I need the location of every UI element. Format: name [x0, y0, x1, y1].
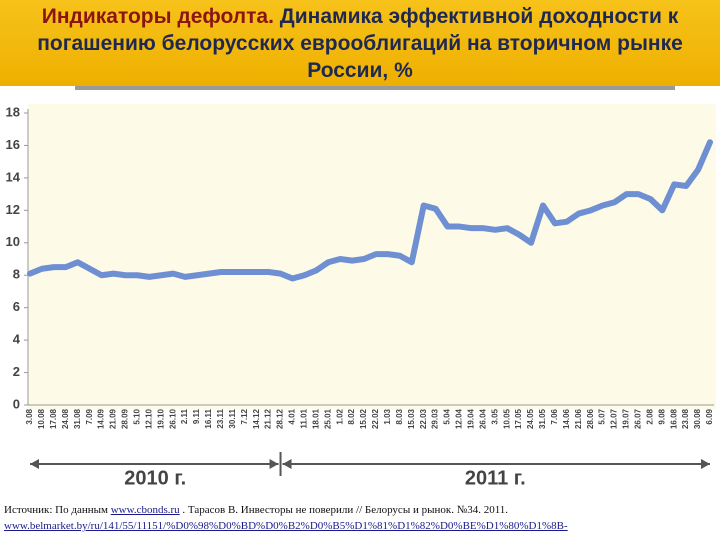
x-tick-label: 5.07 [598, 408, 607, 424]
x-tick-label: 12.07 [610, 408, 619, 429]
x-tick-label: 8.02 [347, 408, 356, 424]
y-tick-label: 8 [13, 267, 20, 282]
x-tick-label: 24.08 [61, 408, 70, 429]
x-tick-label: 11.01 [299, 408, 308, 428]
arrow-head [282, 459, 292, 469]
x-tick-label: 1.02 [335, 408, 344, 424]
x-tick-label: 19.04 [467, 408, 476, 429]
x-tick-label: 22.02 [371, 408, 380, 429]
x-tick-label: 28.12 [276, 408, 285, 429]
x-tick-label: 18.01 [311, 408, 320, 429]
arrow-head [30, 459, 39, 469]
year-label: 2010 г. [124, 467, 186, 489]
y-tick-label: 2 [13, 364, 20, 379]
x-tick-label: 17.08 [49, 408, 58, 429]
x-tick-label: 15.03 [407, 408, 416, 429]
x-tick-label: 7.09 [85, 408, 94, 424]
x-tick-label: 10.08 [37, 408, 46, 429]
x-tick-label: 2.08 [645, 408, 654, 424]
x-tick-label: 31.05 [538, 408, 547, 429]
x-tick-label: 30.08 [693, 408, 702, 429]
x-tick-label: 21.09 [109, 408, 118, 429]
divider [75, 86, 675, 90]
x-tick-label: 21.06 [574, 408, 583, 429]
x-tick-label: 31.08 [73, 408, 82, 429]
arrow-head [269, 459, 279, 469]
title: Динамика эффективной доходности к погаше… [37, 5, 683, 82]
x-tick-label: 29.03 [431, 408, 440, 429]
x-tick-label: 28.06 [586, 408, 595, 429]
x-tick-label: 9.08 [657, 408, 666, 424]
x-tick-label: 12.04 [455, 408, 464, 429]
x-tick-label: 16.08 [669, 408, 678, 429]
x-tick-label: 21.12 [264, 408, 273, 429]
title-lead: Индикаторы дефолта. [41, 5, 274, 28]
arrow-head [701, 459, 710, 469]
x-tick-label: 6.09 [705, 408, 714, 424]
x-tick-label: 14.06 [562, 408, 571, 429]
source: Источник: По данным www.cbonds.ru . Тара… [4, 502, 718, 534]
x-tick-label: 8.03 [395, 408, 404, 424]
x-tick-label: 30.11 [228, 408, 237, 428]
y-tick-label: 16 [6, 137, 20, 152]
x-tick-label: 3.05 [490, 408, 499, 424]
y-tick-label: 14 [6, 169, 21, 184]
y-tick-label: 6 [13, 299, 20, 314]
x-tick-label: 7.06 [550, 408, 559, 424]
year-label: 2011 г. [465, 467, 526, 489]
x-tick-label: 4.01 [288, 408, 297, 424]
x-tick-label: 26.04 [478, 408, 487, 429]
x-tick-label: 22.03 [419, 408, 428, 429]
x-tick-label: 3.08 [25, 408, 34, 424]
x-tick-label: 14.09 [97, 408, 106, 429]
y-tick-label: 10 [6, 234, 20, 249]
source-text: . Тарасов В. Инвесторы не поверили // Бе… [182, 504, 509, 516]
data-line [27, 139, 713, 282]
y-tick-label: 18 [6, 104, 20, 119]
x-tick-label: 1.03 [383, 408, 392, 424]
y-tick-label: 12 [6, 202, 20, 217]
x-tick-label: 5.10 [132, 408, 141, 424]
x-tick-label: 17.05 [514, 408, 523, 429]
x-tick-label: 23.08 [681, 408, 690, 429]
x-tick-label: 2.11 [180, 408, 189, 424]
title-band: Индикаторы дефолта. Динамика эффективной… [0, 0, 720, 86]
source-link[interactable]: www.belmarket.by/ru/141/55/11151/%D0%98%… [4, 520, 568, 532]
x-tick-label: 9.11 [192, 408, 201, 424]
x-tick-label: 16.11 [204, 408, 213, 428]
x-tick-label: 10.05 [502, 408, 511, 429]
x-tick-label: 24.05 [526, 408, 535, 429]
x-tick-label: 25.01 [323, 408, 332, 429]
y-tick-label: 0 [13, 396, 20, 411]
x-tick-label: 12.10 [144, 408, 153, 429]
y-tick-label: 4 [13, 332, 21, 347]
x-tick-label: 26.07 [634, 408, 643, 429]
x-tick-label: 23.11 [216, 408, 225, 428]
x-tick-label: 15.02 [359, 408, 368, 429]
x-tick-label: 28.09 [121, 408, 130, 429]
x-tick-label: 19.07 [622, 408, 631, 429]
source-link[interactable]: www.cbonds.ru [110, 504, 180, 516]
x-tick-label: 26.10 [168, 408, 177, 429]
x-tick-label: 14.12 [252, 408, 261, 429]
x-tick-label: 5.04 [443, 408, 452, 424]
source-prefix: Источник: По данным [4, 504, 108, 516]
x-tick-label: 19.10 [156, 408, 165, 429]
x-tick-label: 7.12 [240, 408, 249, 424]
